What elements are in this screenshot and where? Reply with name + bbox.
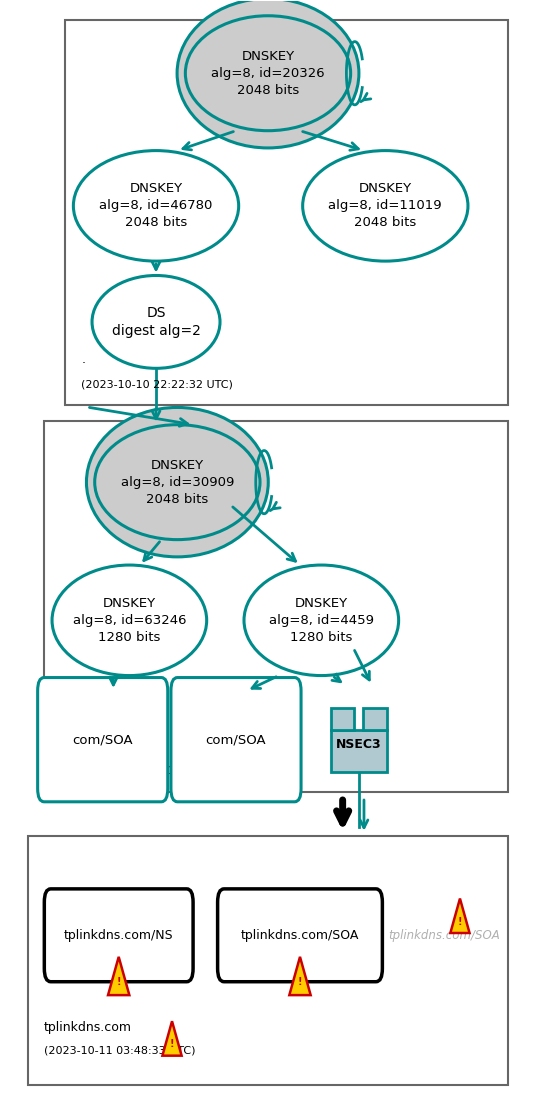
FancyBboxPatch shape [38, 678, 168, 802]
Text: DNSKEY
alg=8, id=63246
1280 bits: DNSKEY alg=8, id=63246 1280 bits [72, 597, 186, 644]
Text: DNSKEY
alg=8, id=30909
2048 bits: DNSKEY alg=8, id=30909 2048 bits [121, 459, 234, 505]
FancyBboxPatch shape [44, 421, 508, 791]
Text: !: ! [170, 1039, 174, 1049]
Text: tplinkdns.com/SOA: tplinkdns.com/SOA [241, 929, 359, 942]
Ellipse shape [177, 0, 359, 148]
Text: DNSKEY
alg=8, id=20326
2048 bits: DNSKEY alg=8, id=20326 2048 bits [211, 50, 325, 96]
Ellipse shape [95, 424, 260, 540]
Text: (2023-10-11 03:48:33 UTC): (2023-10-11 03:48:33 UTC) [44, 1046, 196, 1056]
Ellipse shape [86, 408, 268, 557]
Ellipse shape [73, 151, 239, 261]
Text: DS
digest alg=2: DS digest alg=2 [111, 306, 200, 338]
FancyBboxPatch shape [218, 889, 382, 982]
Text: !: ! [116, 977, 121, 987]
Polygon shape [108, 957, 129, 995]
FancyBboxPatch shape [331, 730, 386, 772]
FancyBboxPatch shape [65, 20, 508, 404]
Text: !: ! [297, 977, 302, 987]
Text: com/SOA: com/SOA [72, 733, 133, 746]
Text: DNSKEY
alg=8, id=11019
2048 bits: DNSKEY alg=8, id=11019 2048 bits [329, 183, 442, 229]
Ellipse shape [92, 276, 220, 368]
Ellipse shape [303, 151, 468, 261]
FancyBboxPatch shape [363, 708, 386, 730]
FancyBboxPatch shape [44, 889, 193, 982]
FancyBboxPatch shape [28, 835, 508, 1085]
Text: tplinkdns.com/NS: tplinkdns.com/NS [64, 929, 174, 942]
Text: .: . [81, 352, 85, 366]
Text: DNSKEY
alg=8, id=4459
1280 bits: DNSKEY alg=8, id=4459 1280 bits [269, 597, 374, 644]
Text: com/SOA: com/SOA [206, 733, 266, 746]
Polygon shape [162, 1022, 182, 1056]
Polygon shape [289, 957, 311, 995]
Text: (2023-10-10 23:56:11 UTC): (2023-10-10 23:56:11 UTC) [60, 766, 211, 776]
Text: tplinkdns.com/SOA: tplinkdns.com/SOA [388, 929, 500, 942]
Text: NSEC3: NSEC3 [336, 738, 382, 750]
Text: (2023-10-10 22:22:32 UTC): (2023-10-10 22:22:32 UTC) [81, 379, 233, 389]
Text: !: ! [458, 916, 462, 926]
Ellipse shape [52, 565, 207, 676]
FancyBboxPatch shape [171, 678, 301, 802]
Ellipse shape [185, 16, 351, 131]
Ellipse shape [244, 565, 399, 676]
Text: com: com [60, 740, 87, 752]
Text: DNSKEY
alg=8, id=46780
2048 bits: DNSKEY alg=8, id=46780 2048 bits [99, 183, 213, 229]
Polygon shape [450, 899, 470, 933]
Text: tplinkdns.com: tplinkdns.com [44, 1022, 132, 1035]
FancyBboxPatch shape [331, 708, 354, 730]
